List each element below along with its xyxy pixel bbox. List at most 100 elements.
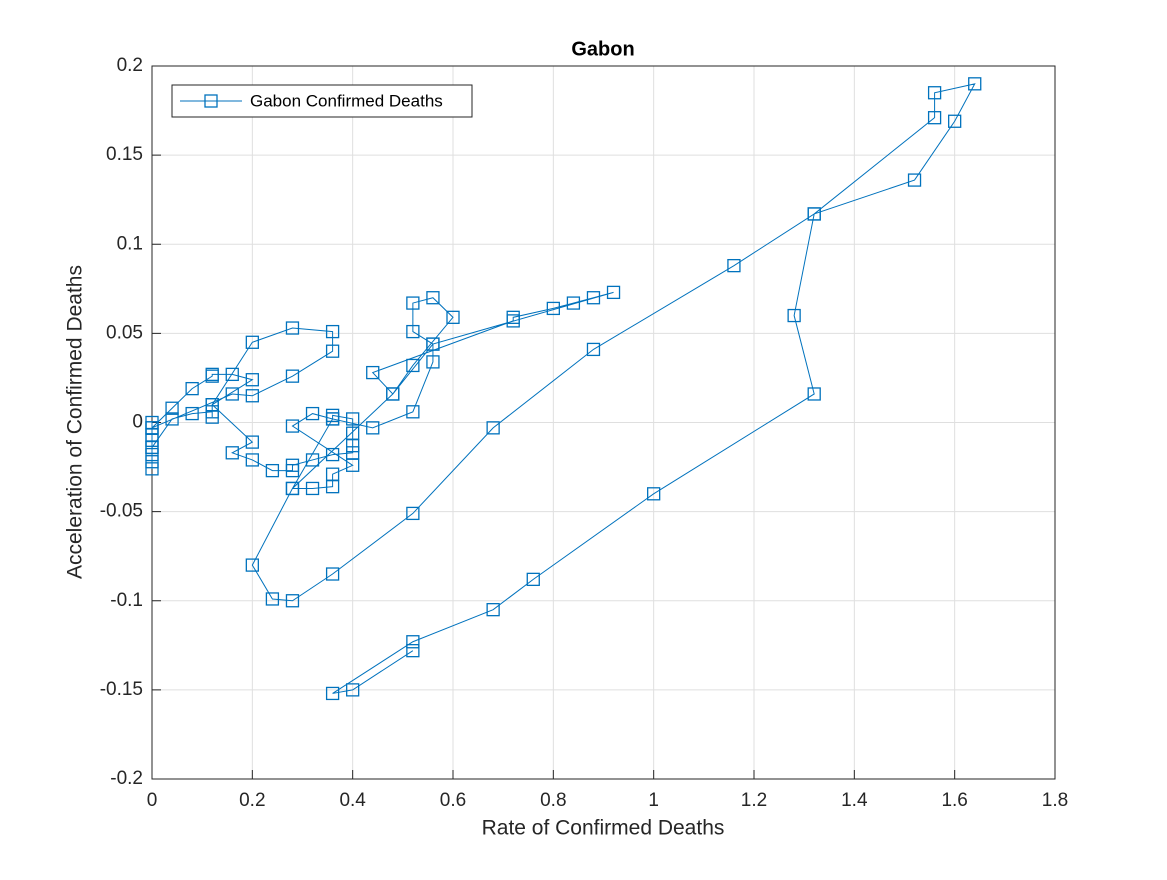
marker: [285, 481, 300, 496]
y-tick-label: -0.05: [100, 501, 143, 522]
marker: [968, 77, 982, 91]
y-tick-label: 0.05: [106, 322, 143, 343]
marker: [406, 324, 420, 339]
marker: [346, 412, 360, 426]
x-axis-label: Rate of Confirmed Deaths: [482, 817, 725, 840]
marker: [285, 458, 300, 472]
y-tick-label: 0.15: [106, 144, 143, 165]
marker: [486, 603, 500, 617]
marker: [265, 592, 280, 606]
marker: [245, 335, 259, 349]
y-tick-label: 0.2: [117, 55, 143, 76]
marker: [406, 506, 420, 521]
marker: [325, 344, 340, 358]
marker: [386, 387, 400, 401]
marker: [165, 401, 179, 415]
marker: [225, 446, 239, 460]
marker: [566, 296, 581, 310]
marker: [205, 369, 219, 383]
legend-box: [171, 84, 473, 118]
marker: [285, 594, 300, 608]
x-tick-label: 1: [648, 790, 659, 811]
marker: [325, 412, 340, 426]
y-tick-label: 0.1: [117, 233, 143, 254]
legend-marker: [204, 94, 218, 108]
marker: [145, 462, 159, 476]
x-tick-label: 0.4: [339, 790, 366, 811]
y-tick-label: -0.15: [100, 679, 143, 700]
marker: [486, 421, 500, 435]
x-tick-label: 0: [147, 790, 158, 811]
x-tick-label: 0.6: [440, 790, 466, 811]
y-axis-label: Acceleration of Confirmed Deaths: [64, 265, 87, 579]
marker: [807, 387, 821, 401]
marker: [346, 683, 360, 697]
marker: [325, 567, 340, 581]
marker: [245, 373, 259, 387]
marker: [366, 421, 380, 435]
marker: [325, 447, 340, 462]
marker: [145, 455, 159, 469]
marker: [366, 365, 380, 380]
marker: [907, 173, 922, 187]
marker: [948, 114, 962, 128]
marker: [586, 342, 601, 357]
y-tick-label: -0.1: [110, 590, 143, 611]
x-tick-label: 1.4: [841, 790, 868, 811]
marker: [727, 258, 741, 273]
marker: [325, 480, 340, 494]
legend-label: Gabon Confirmed Deaths: [250, 91, 443, 110]
marker: [426, 291, 440, 305]
marker: [446, 310, 460, 324]
marker: [285, 321, 300, 335]
marker: [245, 558, 259, 572]
marker: [426, 337, 440, 351]
marker: [506, 310, 520, 324]
marker: [546, 301, 560, 316]
marker: [305, 481, 320, 496]
marker: [586, 291, 601, 305]
marker: [145, 447, 159, 462]
x-tick-label: 0.2: [239, 790, 265, 811]
x-tick-label: 1.8: [1042, 790, 1068, 811]
marker: [305, 453, 320, 467]
marker: [406, 405, 420, 419]
x-tick-label: 1.6: [941, 790, 967, 811]
marker: [285, 369, 300, 383]
marker: [325, 324, 340, 339]
marker: [406, 358, 420, 373]
y-tick-label: 0: [132, 412, 143, 433]
marker: [245, 435, 259, 449]
marker: [265, 463, 280, 478]
x-tick-label: 0.8: [540, 790, 566, 811]
marker: [305, 406, 320, 421]
marker: [927, 86, 942, 100]
legend: Gabon Confirmed Deaths: [171, 84, 473, 118]
marker: [245, 389, 259, 403]
marker: [927, 111, 942, 125]
marker: [205, 398, 219, 412]
marker: [346, 426, 360, 440]
marker: [325, 686, 340, 701]
marker: [807, 207, 821, 221]
marker: [406, 635, 420, 649]
marker: [145, 421, 159, 435]
y-tick-label: -0.2: [110, 768, 143, 789]
marker: [185, 406, 199, 421]
chart-title: Gabon: [571, 38, 634, 60]
series-line: [151, 83, 976, 694]
marker: [647, 487, 661, 501]
marker: [787, 308, 801, 323]
marker: [346, 458, 360, 472]
x-tick-label: 1.2: [741, 790, 767, 811]
marker: [526, 572, 540, 587]
marker: [606, 285, 621, 300]
marker: [406, 644, 420, 658]
marker: [225, 387, 239, 401]
marker: [185, 381, 199, 396]
marker: [145, 440, 159, 455]
marker: [245, 453, 259, 467]
marker: [285, 419, 300, 433]
